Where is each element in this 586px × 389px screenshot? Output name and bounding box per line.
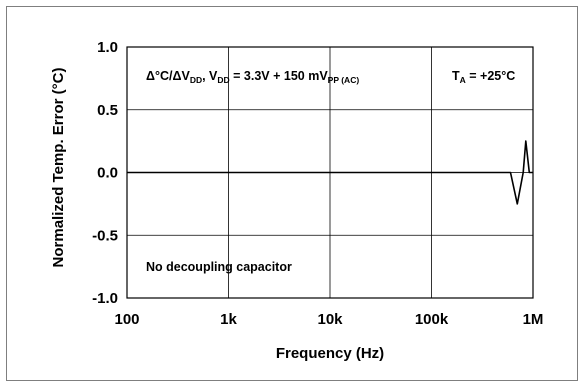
x-tick-label: 1k xyxy=(220,311,237,328)
x-tick-label: 100k xyxy=(415,311,449,328)
formula-part3: = 3.3V + 150 mV xyxy=(230,69,329,83)
formula-part2: , V xyxy=(202,69,218,83)
y-tick-label: 0.0 xyxy=(97,165,118,182)
temperature-annotation: TA = +25°C xyxy=(452,69,515,85)
x-tick-label: 10k xyxy=(317,311,343,328)
x-tick-label: 100 xyxy=(114,311,139,328)
temp-part2: = +25°C xyxy=(466,69,515,83)
chart-frame xyxy=(6,6,578,381)
series-line xyxy=(127,140,533,205)
y-tick-label: -0.5 xyxy=(92,227,118,244)
y-tick-labels: 1.0 0.5 0.0 -0.5 -1.0 xyxy=(92,39,118,307)
y-tick-label: -1.0 xyxy=(92,290,118,307)
formula-sub1: DD xyxy=(190,75,202,85)
y-tick-label: 0.5 xyxy=(97,102,118,119)
formula-sub3: PP (AC) xyxy=(328,75,360,85)
x-tick-labels: 100 1k 10k 100k 1M xyxy=(114,311,543,328)
temp-part1: T xyxy=(452,69,460,83)
note-annotation: No decoupling capacitor xyxy=(146,260,292,274)
x-axis-label: Frequency (Hz) xyxy=(276,345,384,362)
formula-annotation: Δ°C/ΔVDD, VDD = 3.3V + 150 mVPP (AC) xyxy=(146,69,359,85)
formula-sub2: DD xyxy=(217,75,229,85)
temp-sub1: A xyxy=(460,75,466,85)
chart-series xyxy=(127,140,533,205)
y-axis-label: Normalized Temp. Error (°C) xyxy=(50,68,67,268)
y-tick-label: 1.0 xyxy=(97,39,118,56)
formula-part1: Δ°C/ΔV xyxy=(146,69,190,83)
x-tick-label: 1M xyxy=(523,311,544,328)
